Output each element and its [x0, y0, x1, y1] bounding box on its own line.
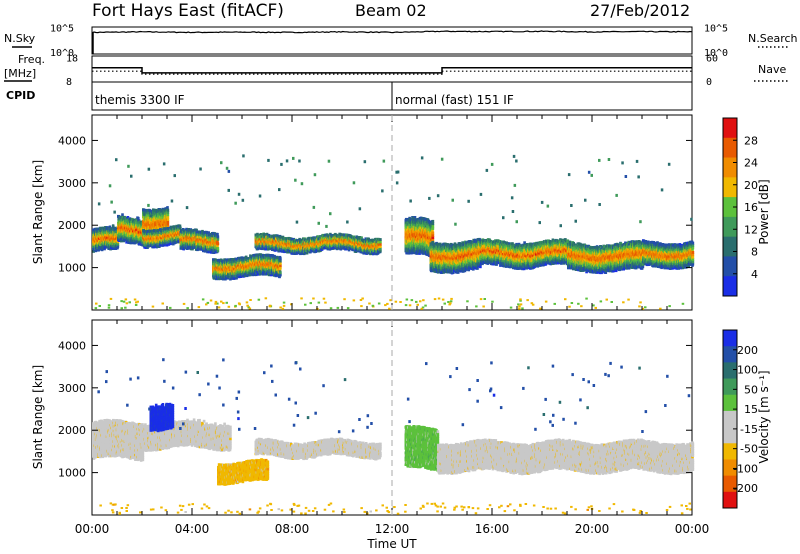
cpid-segment-label: normal (fast) 151 IF: [395, 93, 514, 107]
figure-title: Fort Hays East (fitACF): [92, 1, 284, 21]
cpid-segments: themis 3300 IF normal (fast) 151 IF: [95, 82, 514, 110]
nsky-label: N.Sky: [4, 32, 36, 45]
data-cell: [217, 247, 220, 250]
noise-ytick-left: 10^5: [50, 24, 74, 35]
nave-ytick: 60: [706, 53, 718, 64]
freq-panel-frame: [92, 56, 692, 82]
nsearch-label: N.Search: [748, 32, 798, 45]
data-cell: [179, 227, 182, 230]
noise-panel-frame: [92, 27, 692, 54]
data-cell: [279, 271, 282, 274]
nave-ytick: 0: [706, 77, 712, 88]
data-cell: [217, 242, 220, 245]
nsky-line: [92, 31, 692, 33]
noise-ytick-right: 10^5: [704, 24, 728, 35]
data-cell: [121, 213, 124, 216]
cpid-segment-label: themis 3300 IF: [95, 93, 185, 107]
freq-label-1: Freq.: [18, 53, 45, 66]
nave-label: Nave: [758, 63, 786, 76]
data-cell: [279, 257, 282, 260]
data-cell: [167, 209, 170, 212]
freq-ytick: 8: [66, 77, 72, 88]
freq-ytick: 18: [66, 53, 78, 64]
data-cell: [217, 235, 220, 238]
cpid-label: CPID: [6, 89, 35, 102]
freq-label-2: [MHz]: [4, 67, 36, 80]
freq-line: [92, 68, 692, 73]
beam-label: Beam 02: [355, 1, 427, 20]
data-cell: [216, 233, 219, 236]
data-cell: [166, 206, 169, 209]
date-label: 27/Feb/2012: [590, 1, 690, 20]
